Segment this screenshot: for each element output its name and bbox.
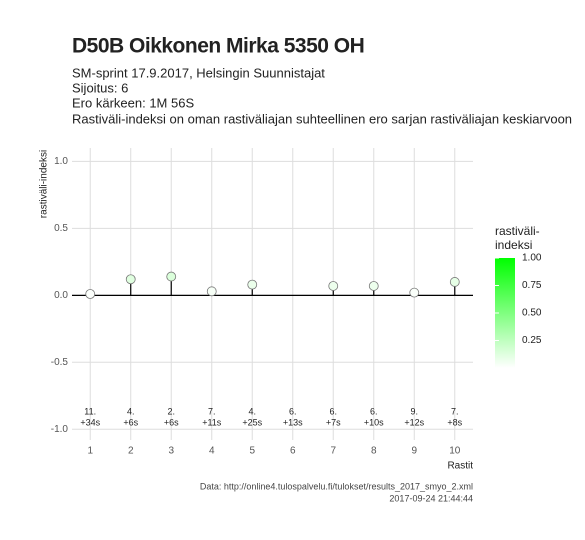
time-label: +12s — [404, 417, 424, 427]
point — [328, 281, 339, 291]
caption: 2017-09-24 21:44:44 — [389, 493, 473, 503]
y-axis-label: rastiväli-indeksi — [39, 150, 50, 218]
y-tick-label: -0.5 — [51, 357, 69, 368]
x-tick-label: 4 — [209, 446, 215, 457]
x-tick-label: 6 — [290, 446, 296, 457]
time-label: +13s — [283, 417, 303, 427]
point — [166, 271, 177, 282]
subtitle: SM-sprint 17.9.2017, Helsingin Suunnista… — [72, 65, 325, 80]
y-tick-label: -1.0 — [51, 424, 69, 435]
x-tick-label: 7 — [330, 446, 336, 457]
colorbar-label: 0.50 — [522, 308, 542, 319]
chart-title: D50B Oikkonen Mirka 5350 OH — [72, 35, 364, 58]
x-tick-label: 10 — [449, 446, 461, 457]
legend-title: rastiväli- — [495, 224, 540, 238]
rank-label: 7. — [208, 406, 216, 416]
y-tick-label: 1.0 — [54, 156, 68, 167]
colorbar-label: 1.00 — [522, 253, 542, 264]
rank-label: 11. — [84, 406, 96, 416]
point — [85, 289, 96, 299]
time-label: +10s — [364, 417, 384, 427]
point — [206, 286, 217, 297]
rank-label: 4. — [127, 406, 135, 416]
rank-label: 6. — [329, 406, 337, 416]
rank-label: 9. — [411, 406, 419, 416]
subtitle: Ero kärkeen: 1M 56S — [72, 95, 194, 110]
rank-label: 2. — [167, 406, 175, 416]
point — [247, 279, 258, 290]
time-label: +8s — [447, 417, 462, 427]
time-label: +34s — [80, 417, 100, 427]
subtitle: Sijoitus: 6 — [72, 80, 128, 95]
y-tick-label: 0.0 — [54, 290, 68, 301]
x-tick-label: 1 — [87, 446, 93, 457]
point — [125, 274, 136, 285]
y-tick-label: 0.5 — [54, 223, 68, 234]
time-label: +11s — [202, 417, 222, 427]
point — [449, 277, 460, 287]
colorbar — [495, 258, 515, 368]
x-tick-label: 9 — [411, 446, 417, 457]
time-label: +6s — [123, 417, 138, 427]
time-label: +7s — [326, 417, 341, 427]
x-tick-label: 5 — [249, 446, 255, 457]
x-tick-label: 3 — [168, 446, 174, 457]
point — [368, 281, 379, 291]
rank-label: 4. — [248, 406, 256, 416]
x-tick-label: 8 — [371, 446, 377, 457]
rank-label: 6. — [289, 406, 297, 416]
rank-label: 6. — [370, 406, 378, 416]
x-tick-label: 2 — [128, 446, 134, 457]
x-axis-label: Rastit — [447, 461, 473, 472]
point — [409, 287, 420, 298]
colorbar-label: 0.25 — [522, 335, 542, 346]
subtitle: Rastiväli-indeksi on oman rastiväliajan … — [72, 111, 572, 126]
time-label: +25s — [242, 417, 262, 427]
colorbar-label: 0.75 — [522, 280, 542, 291]
legend-title: indeksi — [495, 238, 532, 252]
caption: Data: http://online4.tulospalvelu.fi/tul… — [200, 481, 473, 491]
time-label: +6s — [164, 417, 179, 427]
rank-label: 7. — [451, 406, 459, 416]
